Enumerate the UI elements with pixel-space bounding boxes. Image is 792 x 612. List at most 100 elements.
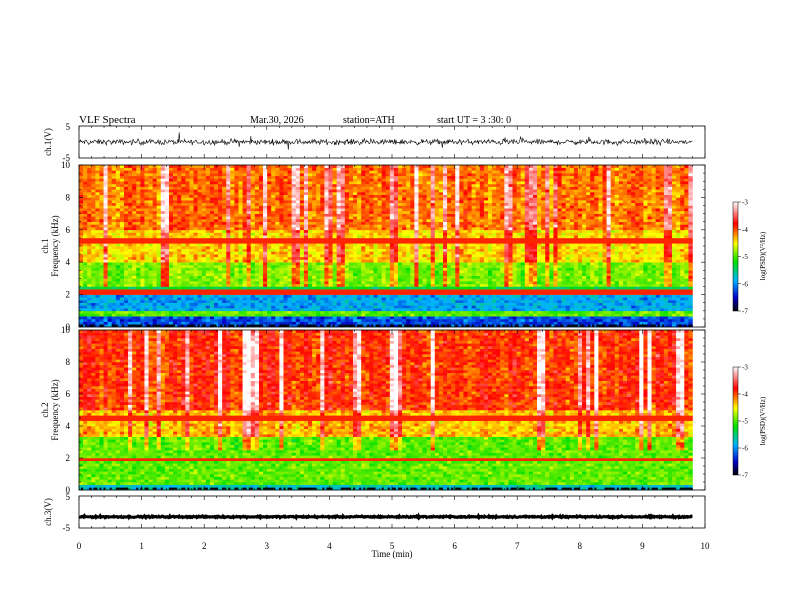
spectrogram-cell xyxy=(344,248,350,252)
spectrogram-cell xyxy=(234,240,239,244)
spectrogram-cell xyxy=(168,205,174,209)
spectrogram-cell xyxy=(291,324,297,328)
spectrogram-cell xyxy=(123,254,129,258)
spectrogram-cell xyxy=(287,254,292,258)
spectrogram-cell xyxy=(299,194,305,198)
spectrogram-cell xyxy=(398,181,403,185)
spectrogram-cell xyxy=(389,254,395,258)
spectrogram-cell xyxy=(357,297,362,301)
spectrogram-cell xyxy=(87,170,92,174)
spectrogram-cell xyxy=(406,216,411,220)
spectrogram-cell xyxy=(385,208,391,212)
spectrogram-cell xyxy=(91,256,96,260)
spectrogram-cell xyxy=(152,254,158,258)
spectrogram-cell xyxy=(254,316,260,320)
spectrogram-cell xyxy=(218,275,223,279)
spectrogram-cell xyxy=(83,202,88,206)
spectrogram-cell xyxy=(83,305,88,309)
spectrogram-cell xyxy=(193,173,198,177)
spectrogram-cell xyxy=(103,194,108,198)
spectrogram-cell xyxy=(201,219,207,222)
spectrogram-cell xyxy=(402,219,407,222)
spectrogram-cell xyxy=(193,294,198,298)
spectrogram-cell xyxy=(160,216,166,220)
spectrogram-cell xyxy=(242,308,247,312)
spectrogram-cell xyxy=(316,294,321,298)
spectrogram-cell xyxy=(136,192,141,195)
spectrogram-cell xyxy=(402,205,407,209)
spectrogram-cell xyxy=(189,251,194,255)
spectrogram-cell xyxy=(173,318,178,322)
spectrogram-cell xyxy=(267,291,272,295)
spectrogram-cell xyxy=(132,281,137,285)
spectrogram-cell xyxy=(164,243,170,247)
spectrogram-cell xyxy=(148,229,153,233)
spectrogram-cell xyxy=(148,235,153,239)
spectrogram-cell xyxy=(128,259,133,263)
spectrogram-cell xyxy=(340,194,346,198)
spectrogram-cell xyxy=(201,205,207,209)
spectrogram-cell xyxy=(275,165,280,168)
spectrogram-cell xyxy=(312,286,317,290)
spectrogram-cell xyxy=(365,224,370,228)
spectrogram-cell xyxy=(393,229,399,233)
spectrogram-cell xyxy=(250,254,256,258)
spectrogram-cell xyxy=(377,194,382,198)
spectrogram-cell xyxy=(95,308,100,312)
spectrogram-cell xyxy=(152,165,158,168)
spectrogram-cell xyxy=(365,200,370,204)
spectrogram-cell xyxy=(340,221,346,225)
spectrogram-cell xyxy=(230,178,235,182)
spectrogram-cell xyxy=(283,308,288,312)
spectrogram-cell xyxy=(115,183,121,187)
spectrogram-cell xyxy=(303,264,309,268)
spectrogram-cell xyxy=(299,175,305,179)
spectrogram-cell xyxy=(197,227,202,231)
spectrogram-cell xyxy=(377,264,382,268)
spectrogram-cell xyxy=(381,165,387,168)
spectrogram-cell xyxy=(303,197,309,201)
spectrogram-cell xyxy=(140,224,145,228)
spectrogram-cell xyxy=(218,321,223,325)
spectrogram-cell xyxy=(193,167,198,171)
spectrogram-cell xyxy=(205,175,211,179)
spectrogram-cell xyxy=(213,318,219,322)
spectrogram-cell xyxy=(275,254,280,258)
spectrogram-cell xyxy=(230,259,235,263)
spectrogram-cell xyxy=(173,210,178,214)
spectrogram-cell xyxy=(263,262,268,266)
spectrogram-cell xyxy=(193,189,198,193)
spectrogram-cell xyxy=(201,297,207,301)
spectrogram-cell xyxy=(287,324,292,328)
spectrogram-cell xyxy=(381,291,387,295)
spectrogram-cell xyxy=(79,316,84,320)
spectrogram-cell xyxy=(344,302,350,306)
spectrogram-cell xyxy=(402,189,407,193)
spectrogram-cell xyxy=(373,194,378,198)
spectrogram-cell xyxy=(246,197,252,201)
spectrogram-cell xyxy=(111,262,117,266)
spectrogram-cell xyxy=(209,186,215,190)
spectrogram-cell xyxy=(132,313,137,317)
spectrogram-cell xyxy=(377,308,382,312)
spectrogram-cell xyxy=(193,248,198,252)
spectrogram-cell xyxy=(369,200,374,204)
spectrogram-cell xyxy=(369,256,374,260)
spectrogram-cell xyxy=(148,165,153,168)
spectrogram-cell xyxy=(238,237,243,241)
spectrogram-cell xyxy=(140,264,145,268)
spectrogram-cell xyxy=(283,251,288,255)
spectrogram-cell xyxy=(152,313,158,317)
spectrogram-cell xyxy=(373,167,378,171)
spectrogram-cell xyxy=(160,267,166,271)
spectrogram-cell xyxy=(361,202,366,206)
spectrogram-cell xyxy=(177,264,182,268)
spectrogram-cell xyxy=(173,189,178,193)
spectrogram-cell xyxy=(99,281,104,285)
spectrogram-cell xyxy=(177,297,182,301)
spectrogram-cell xyxy=(279,200,284,204)
spectrogram-cell xyxy=(332,318,337,322)
spectrogram-cell xyxy=(295,281,301,285)
spectrogram-cell xyxy=(87,297,92,301)
